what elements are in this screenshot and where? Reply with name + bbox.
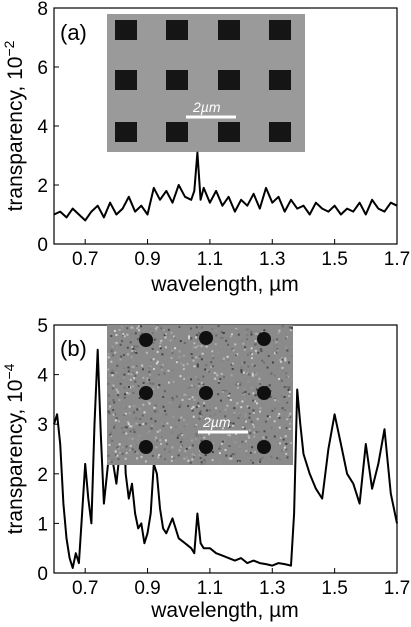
- panel-a-scale-label: 2µm: [192, 99, 221, 115]
- panel-b-y-tick-label: 3: [37, 415, 48, 436]
- panel-a-x-tick-label: 0.7: [72, 249, 98, 270]
- panel-b-y-axis-title: transparency, 10−4: [1, 363, 27, 534]
- panel-b-x-axis-title: wavelength, µm: [150, 599, 299, 622]
- panel-b-y-tick-label: 0: [37, 564, 48, 585]
- panel-a-x-tick-label: 0.9: [134, 249, 160, 270]
- panel-b-series-line: [53, 348, 398, 569]
- panel-a-y-tick-label: 6: [37, 58, 48, 79]
- panel-a-x-tick-label: 1.3: [259, 249, 285, 270]
- panel-a-series-line: [53, 151, 398, 222]
- panel-a-y-axis-title: transparency, 10−2: [1, 40, 27, 211]
- panel-b-inset-image: 2µm: [107, 325, 293, 465]
- panel-a-label: (a): [60, 20, 87, 45]
- panel-b-x-tick-label: 1.7: [384, 578, 410, 599]
- panel-b-x-tick-label: 0.7: [72, 578, 98, 599]
- panel-b-y-tick-label: 1: [37, 514, 48, 535]
- panel-b-x-tick-label: 1.3: [259, 578, 285, 599]
- panel-a-x-tick-label: 1.1: [197, 249, 223, 270]
- panel-b-label: (b): [60, 336, 87, 361]
- panel-b-x-tick-label: 0.9: [134, 578, 160, 599]
- panel-a-y-axis: 0 2 4 6 8: [37, 0, 59, 256]
- panel-b-y-tick-label: 2: [37, 465, 48, 486]
- panel-a-y-tick-label: 2: [37, 176, 48, 197]
- panel-b-scale-label: 2µm: [202, 414, 231, 430]
- panel-a-x-tick-label: 1.5: [321, 249, 347, 270]
- panel-b-y-tick-label: 4: [37, 366, 48, 387]
- panel-a-inset-image: 2µm: [107, 14, 305, 152]
- panel-b-y-tick-label: 5: [37, 316, 48, 337]
- panel-b-x-axis: 0.7 0.9 1.1 1.3 1.5 1.7: [72, 568, 410, 599]
- panel-a-x-axis: 0.7 0.9 1.1 1.3 1.5 1.7: [72, 239, 410, 270]
- panel-a-y-tick-label: 4: [37, 117, 48, 138]
- panel-a-x-tick-label: 1.7: [384, 249, 410, 270]
- panel-a-chart: 2µm (a) 0.7 0.9 1.1 1.3 1.5 1.7 0 2 4 6 8 wavelen…: [1, 0, 410, 296]
- panel-b-x-tick-label: 1.1: [197, 578, 223, 599]
- panel-b-chart: 0.7 0.9 1.1 1.3 1.5 1.7 0 1 2 3 4 5 2µm (b) wavele…: [1, 316, 410, 622]
- panel-b-x-tick-label: 1.5: [321, 578, 347, 599]
- panel-a-y-tick-label: 8: [37, 0, 48, 20]
- panel-b-y-axis: 0 1 2 3 4 5: [37, 316, 59, 585]
- panel-a-x-axis-title: wavelength, µm: [150, 273, 299, 296]
- panel-a-y-tick-label: 0: [37, 235, 48, 256]
